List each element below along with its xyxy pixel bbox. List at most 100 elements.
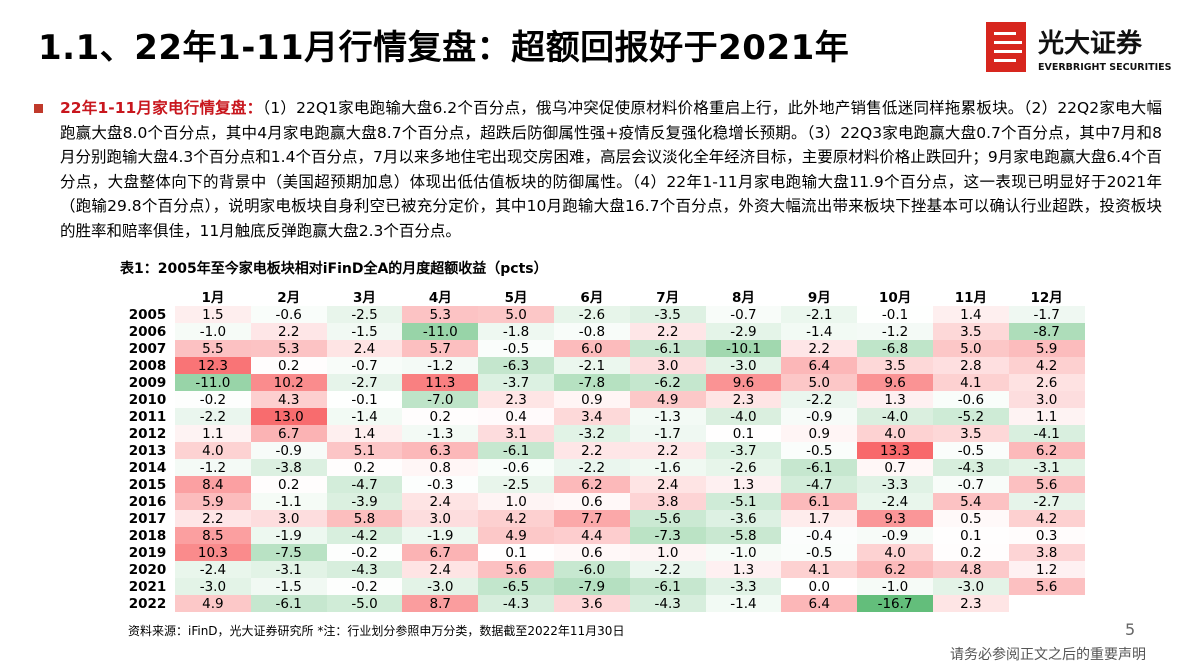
data-row: 2020 -2.4 -3.1 -4.3 2.4 5.6 -6.0 -2.2 1.3 4.1 6.2 4… (120, 561, 1085, 578)
value-cell: 10.3 (175, 544, 251, 561)
value-cell: -0.6 (478, 459, 554, 476)
logo-stripe (994, 32, 1016, 35)
value-cell: -16.7 (857, 595, 933, 612)
value-cell: 4.1 (781, 561, 858, 578)
value-cell: 3.8 (1008, 544, 1085, 561)
value-cell: -5.1 (705, 493, 782, 510)
value-cell: -1.6 (629, 459, 706, 476)
data-row: 2005 1.5 -0.6 -2.5 5.3 5.0 -2.6 -3.5 -0.7 -2.1 -0.… (120, 306, 1085, 323)
value-cell: 0.6 (553, 493, 630, 510)
value-cell: -4.0 (857, 408, 933, 425)
data-row: 2017 2.2 3.0 5.8 3.0 4.2 7.7 -5.6 -3.6 1.7 9.3 0.5 4… (120, 510, 1085, 527)
value-cell: 4.2 (1008, 357, 1085, 374)
data-row: 2022 4.9 -6.1 -5.0 8.7 -4.3 3.6 -4.3 -1.4 6.4 -16.… (120, 595, 1085, 612)
value-cell: -0.1 (857, 306, 933, 323)
value-cell: 5.0 (478, 306, 554, 323)
value-cell: 1.4 (326, 425, 403, 442)
table-caption: 表1：2005年至今家电板块相对iFinD全A的月度超额收益（pcts） (120, 261, 548, 277)
value-cell: -0.7 (326, 357, 403, 374)
value-cell: 9.6 (857, 374, 933, 391)
value-cell: 2.8 (932, 357, 1009, 374)
page-number: 5 (1125, 620, 1136, 639)
year-cell: 2009 (128, 374, 167, 391)
value-cell: 2.4 (326, 340, 403, 357)
value-cell: -1.5 (250, 578, 327, 595)
value-cell: -1.1 (250, 493, 327, 510)
value-cell: -5.6 (629, 510, 706, 527)
value-cell: 9.3 (857, 510, 933, 527)
value-cell: 4.0 (857, 425, 933, 442)
value-cell: -7.8 (553, 374, 630, 391)
value-cell: -3.1 (250, 561, 327, 578)
column-header: 1月 (201, 290, 225, 306)
logo-stripe (994, 41, 1022, 44)
value-cell: -2.2 (781, 391, 858, 408)
value-cell: -2.6 (553, 306, 630, 323)
value-cell: -3.3 (857, 476, 933, 493)
value-cell: -8.7 (1008, 323, 1085, 340)
column-header: 3月 (353, 290, 376, 306)
value-cell: -4.0 (705, 408, 782, 425)
value-cell: 4.8 (932, 561, 1009, 578)
value-cell: 3.5 (857, 357, 933, 374)
logo-stripe (994, 50, 1022, 53)
value-cell: -1.0 (705, 544, 782, 561)
value-cell: -5.2 (932, 408, 1009, 425)
value-cell: -2.2 (553, 459, 630, 476)
value-cell: -2.6 (705, 459, 782, 476)
data-row: 2006 -1.0 2.2 -1.5 -11.0 -1.8 -0.8 2.2 -2.9 -1.4-… (120, 323, 1085, 340)
corner-cell (120, 286, 175, 306)
value-cell: -2.4 (175, 561, 251, 578)
value-cell: 0.2 (250, 357, 327, 374)
data-row: 2016 5.9 -1.1 -3.9 2.4 1.0 0.6 3.8 -5.1 6.1 -2.4 5.… (120, 493, 1085, 510)
value-cell: -6.1 (781, 459, 858, 476)
value-cell: 6.7 (402, 544, 479, 561)
value-cell: 0.3 (1008, 527, 1085, 544)
disclaimer: 请务必参阅正文之后的重要声明 (950, 647, 1146, 663)
source-note: 资料来源：iFinD，光大证券研究所 *注：行业划分参照申万分类，数据截至202… (128, 624, 625, 638)
value-cell: -7.0 (402, 391, 479, 408)
value-cell: -0.7 (932, 476, 1009, 493)
value-cell: -2.7 (1008, 493, 1085, 510)
value-cell: 2.2 (781, 340, 858, 357)
year-cell: 2016 (128, 493, 167, 510)
value-cell: 2.2 (250, 323, 327, 340)
year-cell: 2014 (128, 459, 167, 476)
value-cell: 4.9 (478, 527, 554, 544)
year-cell: 2008 (128, 357, 167, 374)
value-cell: -0.5 (781, 544, 858, 561)
value-cell: -2.5 (478, 476, 554, 493)
value-cell: -1.2 (402, 357, 479, 374)
value-cell: 5.6 (1008, 578, 1085, 595)
value-cell: 4.9 (629, 391, 706, 408)
value-cell (1009, 595, 1085, 612)
value-cell: 5.8 (326, 510, 403, 527)
value-cell: 2.2 (553, 442, 630, 459)
value-cell: -0.4 (781, 527, 858, 544)
value-cell: -0.3 (402, 476, 479, 493)
value-cell: -2.2 (175, 408, 251, 425)
value-cell: 3.5 (932, 425, 1009, 442)
logo-stripe (994, 59, 1016, 62)
value-cell: 1.0 (478, 493, 554, 510)
value-cell: -1.9 (402, 527, 479, 544)
year-cell: 2010 (128, 391, 167, 408)
column-header: 8月 (732, 290, 755, 306)
value-cell: -0.9 (857, 527, 933, 544)
value-cell: -3.9 (326, 493, 403, 510)
value-cell: -11.0 (175, 374, 251, 391)
value-cell: 5.3 (250, 340, 327, 357)
value-cell: 3.4 (553, 408, 630, 425)
value-cell: -6.1 (629, 578, 706, 595)
value-cell: 0.5 (932, 510, 1009, 527)
value-cell: -4.3 (932, 459, 1009, 476)
logo-icon (986, 22, 1026, 72)
value-cell: 0.2 (932, 544, 1009, 561)
value-cell: 0.2 (402, 408, 479, 425)
value-cell: 6.7 (250, 425, 327, 442)
column-header: 2月 (277, 290, 301, 306)
value-cell: -1.4 (326, 408, 403, 425)
bullet (34, 104, 43, 113)
value-cell: -6.1 (629, 340, 706, 357)
